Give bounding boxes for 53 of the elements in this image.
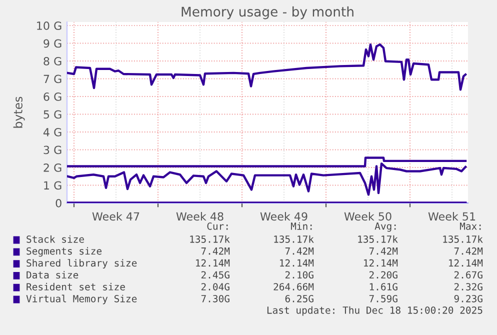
legend-label: Resident set size <box>26 282 125 290</box>
text: Cur: <box>207 222 228 230</box>
x-tick-label: Week 51 <box>428 212 476 221</box>
text: 7.42M <box>454 247 483 255</box>
y-tick-label: 10 G <box>37 22 62 30</box>
y-axis-title: bytes <box>13 96 25 128</box>
text: 135.17k <box>274 235 314 243</box>
text: 9.23G <box>454 294 482 302</box>
text: 7.30G <box>201 294 230 302</box>
text: Avg: <box>374 222 396 232</box>
y-tick-label: 5 G <box>44 110 62 119</box>
legend-label: Data size <box>26 271 78 279</box>
text: 6.25G <box>285 294 314 302</box>
text: 7.42M <box>201 247 230 255</box>
y-tick-label: 4 G <box>43 128 62 136</box>
text: 2.45G <box>201 271 230 279</box>
text: 12.14M <box>280 259 314 267</box>
text: 2.20G <box>369 271 398 279</box>
y-tick-label: 6 G <box>44 92 62 101</box>
text: Last update: Thu Dec 18 15:00:20 2025 <box>267 306 482 316</box>
text: 12.14M <box>196 259 230 267</box>
text: 135.17k <box>190 235 230 243</box>
text: 12.14M <box>449 259 483 267</box>
text: 2.10G <box>285 271 314 279</box>
text: 135.17k <box>358 235 398 243</box>
text: 2.67G <box>454 271 482 279</box>
legend-label: Segments size <box>26 247 102 257</box>
text: Max: <box>460 222 481 230</box>
y-tick-label: 9 G <box>44 39 62 48</box>
legend-label: Virtual Memory Size <box>26 294 137 304</box>
y-tick-label: 2 G <box>44 163 62 172</box>
legend-label: Shared library size <box>26 259 137 269</box>
x-tick-label: Week 49 <box>260 212 308 221</box>
text: 7.42M <box>369 247 398 255</box>
text: 12.14M <box>364 259 398 267</box>
y-tick-label: 0 <box>56 198 62 208</box>
x-tick-label: Week 47 <box>92 212 140 221</box>
text: 135.17k <box>443 235 483 243</box>
x-tick-label: Week 48 <box>176 212 224 221</box>
legend-label: Stack size <box>26 235 84 243</box>
text: 264.66M <box>274 283 314 290</box>
text: 1.61G <box>370 283 398 290</box>
text: Min: <box>290 222 312 230</box>
text: 7.59G <box>369 294 398 302</box>
y-tick-label: 3 G <box>44 146 62 154</box>
text: 2.04G <box>201 283 230 290</box>
text: 7.42M <box>285 247 314 255</box>
chart-title: Memory usage - by month <box>182 6 354 20</box>
y-tick-label: 7 G <box>44 74 62 84</box>
x-tick-label: Week 50 <box>344 212 392 221</box>
y-tick-label: 1 G <box>44 181 62 190</box>
y-tick-label: 8 G <box>44 57 62 66</box>
text: 2.32G <box>454 283 482 290</box>
